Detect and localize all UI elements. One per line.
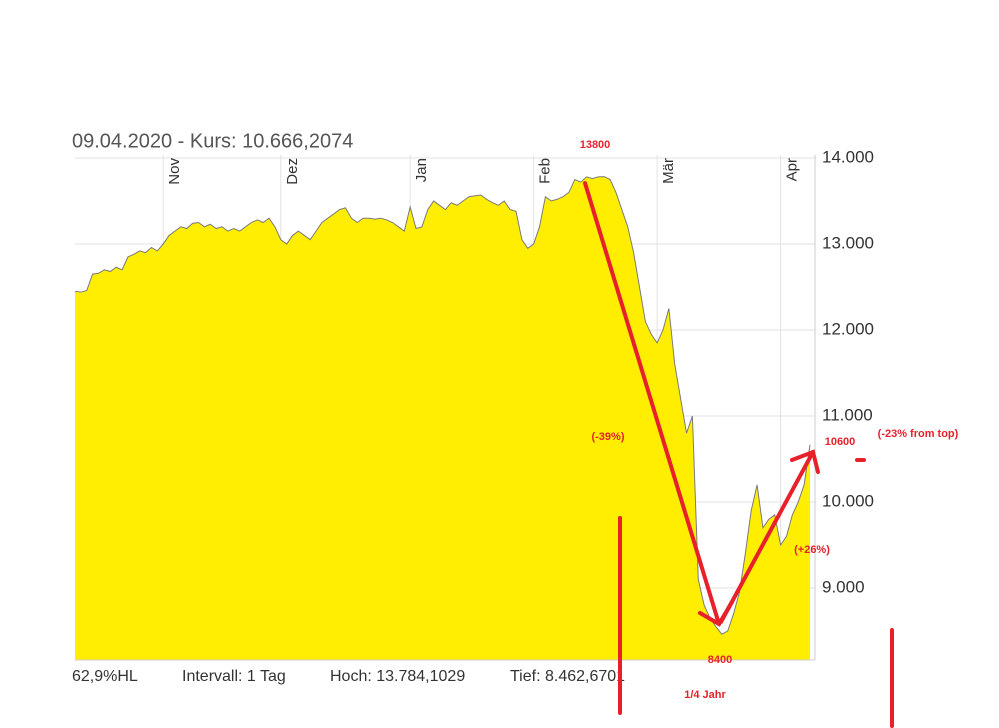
y-tick-label: 12.000 — [822, 319, 874, 338]
footer-item: Hoch: 13.784,1029 — [330, 668, 465, 685]
arrow-head — [790, 449, 820, 474]
footer-item: Tief: 8.462,6701 — [510, 668, 625, 685]
x-tick-label: Nov — [166, 158, 183, 185]
arrow — [719, 450, 815, 624]
y-tick-label: 14.000 — [822, 147, 874, 166]
annotations: 13800 (-39%) 10600 (-23% from top) (+26%) 840… — [580, 139, 959, 701]
y-tick-label: 11.000 — [822, 405, 873, 424]
annotation: (-23% from top) — [878, 428, 959, 440]
annotation: 13800 — [580, 139, 611, 151]
arrow — [583, 181, 721, 626]
plot — [74, 176, 811, 660]
drawing — [583, 181, 894, 728]
annotation: (-39%) — [591, 431, 624, 443]
area — [75, 176, 810, 660]
y-tick-label: 10.000 — [822, 491, 874, 510]
annotation: 10600 — [825, 436, 856, 448]
chart-title: 09.04.2020 - Kurs: 10.666,2074 — [72, 130, 353, 152]
line — [74, 176, 811, 635]
y-tick-label: 9.000 — [822, 578, 865, 597]
y-tick-label: 13.000 — [822, 233, 874, 252]
x-tick-label: Apr — [784, 158, 801, 181]
footer-item: 62,9%HL — [72, 668, 138, 685]
annotation: (+26%) — [794, 544, 830, 556]
annotation: 1/4 Jahr — [684, 689, 726, 701]
x-tick-label: Dez — [284, 158, 301, 185]
footer-item: Intervall: 1 Tag — [182, 668, 286, 685]
annotation: 8400 — [708, 654, 732, 666]
x-tick-label: Feb — [537, 158, 554, 184]
x-tick-label: Jan — [413, 158, 430, 182]
x-tick-label: Mär — [660, 158, 677, 184]
